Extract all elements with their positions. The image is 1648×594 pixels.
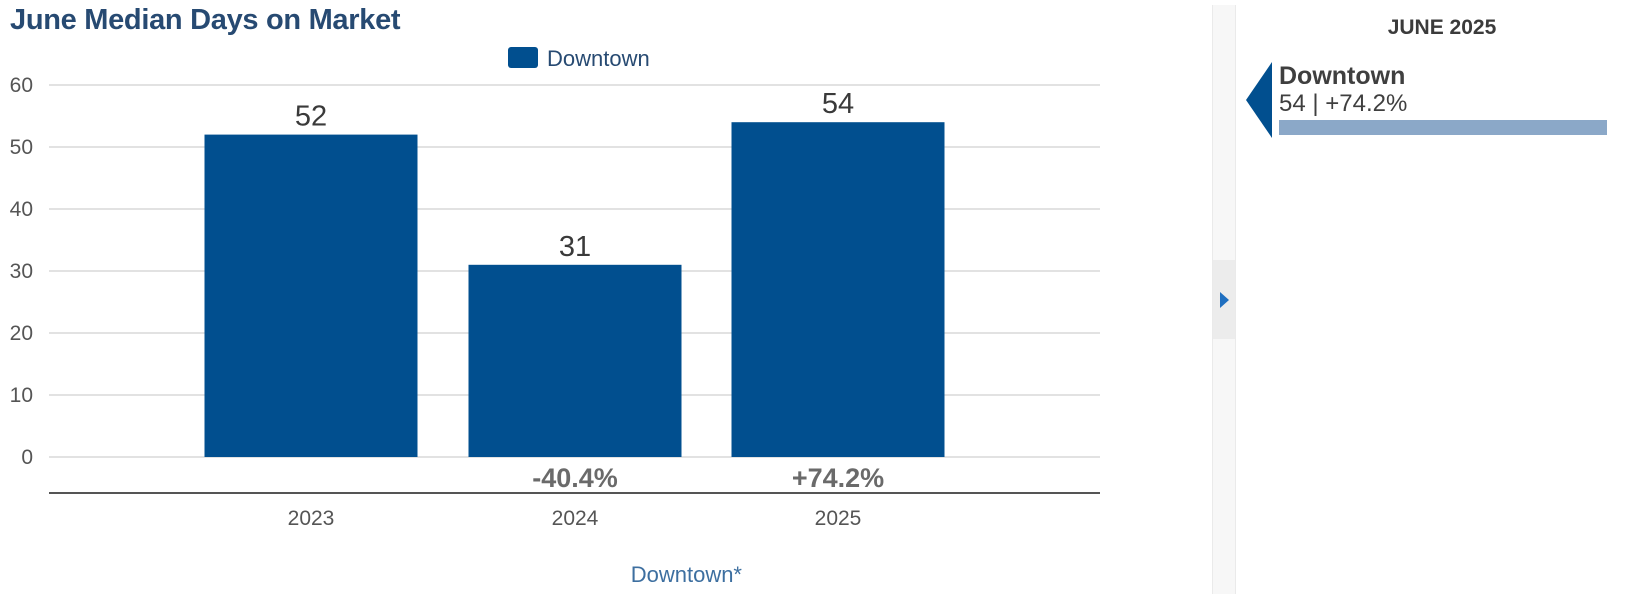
footnote-link[interactable]: Downtown* [630, 562, 742, 587]
y-tick-label: 40 [10, 198, 33, 221]
bar-2025 [731, 122, 945, 457]
y-tick-label: 20 [10, 322, 33, 345]
legend-label: Downtown [547, 46, 650, 71]
pointer-arrow-icon [1246, 62, 1272, 138]
data-label: 52 [295, 101, 327, 133]
legend-swatch [508, 47, 538, 68]
side-panel: JUNE 2025 Downtown 54 | +74.2% [1236, 0, 1648, 594]
bar-chart: 0 10 20 30 40 50 60 52 2023 31 -40.4% 2024 54 +74.2% 2… [10, 46, 1100, 530]
y-tick-label: 50 [10, 136, 33, 159]
x-tick-label: 2025 [815, 507, 862, 530]
panel-item-name: Downtown [1279, 62, 1406, 90]
x-tick-label: 2024 [552, 507, 599, 530]
chart-title: June Median Days on Market [10, 4, 401, 36]
y-tick-label: 30 [10, 260, 33, 283]
panel-splitter[interactable] [1212, 5, 1236, 594]
y-tick-label: 10 [10, 384, 33, 407]
y-tick-label: 60 [10, 74, 33, 97]
y-tick-label: 0 [21, 446, 33, 469]
x-tick-label: 2023 [288, 507, 335, 530]
panel-item-bar [1279, 120, 1607, 135]
chevron-right-icon [1220, 292, 1229, 308]
data-label: 31 [559, 231, 591, 263]
bar-2023 [204, 134, 418, 457]
collapse-panel-handle[interactable] [1213, 260, 1235, 339]
change-label: -40.4% [532, 463, 618, 493]
change-label: +74.2% [792, 463, 884, 493]
panel-item-downtown[interactable]: Downtown 54 | +74.2% [1236, 62, 1648, 142]
data-label: 54 [822, 88, 854, 120]
bar-2024 [468, 264, 682, 457]
panel-title: JUNE 2025 [1387, 16, 1497, 39]
chart-area: June Median Days on Market 0 10 20 30 40 50 60… [10, 4, 1100, 587]
panel-item-value: 54 | +74.2% [1279, 90, 1408, 117]
